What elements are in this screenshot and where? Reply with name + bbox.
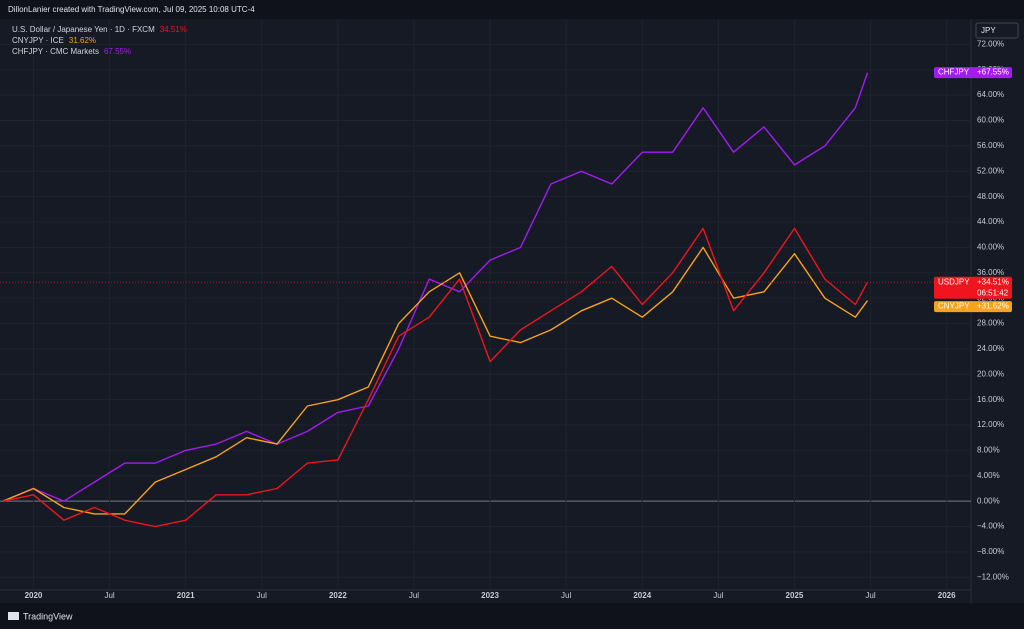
price-label-symbol: CNYJPY [938, 302, 970, 311]
price-label-value: +67.55% [977, 68, 1009, 77]
price-label-value: +31.62% [977, 302, 1009, 311]
y-tick-label: 4.00% [977, 471, 1000, 480]
header: DillonLanier created with TradingView.co… [8, 5, 255, 14]
x-tick-label: 2025 [786, 591, 804, 600]
x-tick-label: Jul [865, 591, 875, 600]
price-label-box [934, 301, 1012, 313]
y-tick-label: 72.00% [977, 39, 1004, 48]
price-label-symbol: CHFJPY [938, 68, 970, 77]
x-tick-label: Jul [409, 591, 419, 600]
legend-name: U.S. Dollar / Japanese Yen · 1D · FXCM [12, 25, 155, 34]
x-tick-label: Jul [257, 591, 267, 600]
y-tick-label: 24.00% [977, 344, 1004, 353]
price-label-box [934, 276, 1012, 299]
x-tick-label: 2022 [329, 591, 347, 600]
y-tick-label: −8.00% [977, 547, 1004, 556]
y-tick-label: 12.00% [977, 420, 1004, 429]
legend-name: CHFJPY · CMC Markets [12, 47, 99, 56]
price-label-box [934, 67, 1012, 79]
y-tick-label: 60.00% [977, 116, 1004, 125]
x-tick-label: 2024 [633, 591, 651, 600]
y-tick-label: 36.00% [977, 268, 1004, 277]
x-tick-label: 2021 [177, 591, 195, 600]
y-tick-label: −12.00% [977, 572, 1009, 581]
y-tick-label: 44.00% [977, 217, 1004, 226]
footer: TradingView [23, 611, 73, 621]
legend-value: 31.62% [69, 36, 96, 45]
y-tick-label: 64.00% [977, 90, 1004, 99]
plot-area [0, 19, 971, 590]
legend-name: CNYJPY · ICE [12, 36, 64, 45]
series-line [2, 227, 869, 528]
y-tick-label: 48.00% [977, 192, 1004, 201]
y-tick-label: −4.00% [977, 522, 1004, 531]
y-tick-label: 20.00% [977, 369, 1004, 378]
series-line [2, 72, 869, 502]
y-tick-label: 0.00% [977, 496, 1000, 505]
x-tick-label: Jul [713, 591, 723, 600]
currency: JPY [981, 26, 996, 35]
y-tick-label: 8.00% [977, 446, 1000, 455]
x-tick-label: 2020 [25, 591, 43, 600]
footer-bar [0, 603, 1024, 629]
y-tick-label: 40.00% [977, 243, 1004, 252]
x-tick-label: Jul [104, 591, 114, 600]
price-label-value: +34.51% [977, 277, 1009, 286]
header-bar [0, 0, 1024, 19]
y-tick-label: 28.00% [977, 319, 1004, 328]
legend-value: 67.55% [104, 47, 131, 56]
logo [8, 612, 19, 620]
y-tick-label: 52.00% [977, 166, 1004, 175]
x-tick-label: 2026 [938, 591, 956, 600]
x-tick-label: Jul [561, 591, 571, 600]
y-tick-label: 16.00% [977, 395, 1004, 404]
price-label-symbol: USDJPY [938, 277, 970, 286]
countdown: 06:51:42 [977, 288, 1009, 297]
legend-value: 34.51% [160, 25, 187, 34]
currency-box [975, 22, 1019, 39]
x-tick-label: 2023 [481, 591, 499, 600]
y-tick-label: 56.00% [977, 141, 1004, 150]
